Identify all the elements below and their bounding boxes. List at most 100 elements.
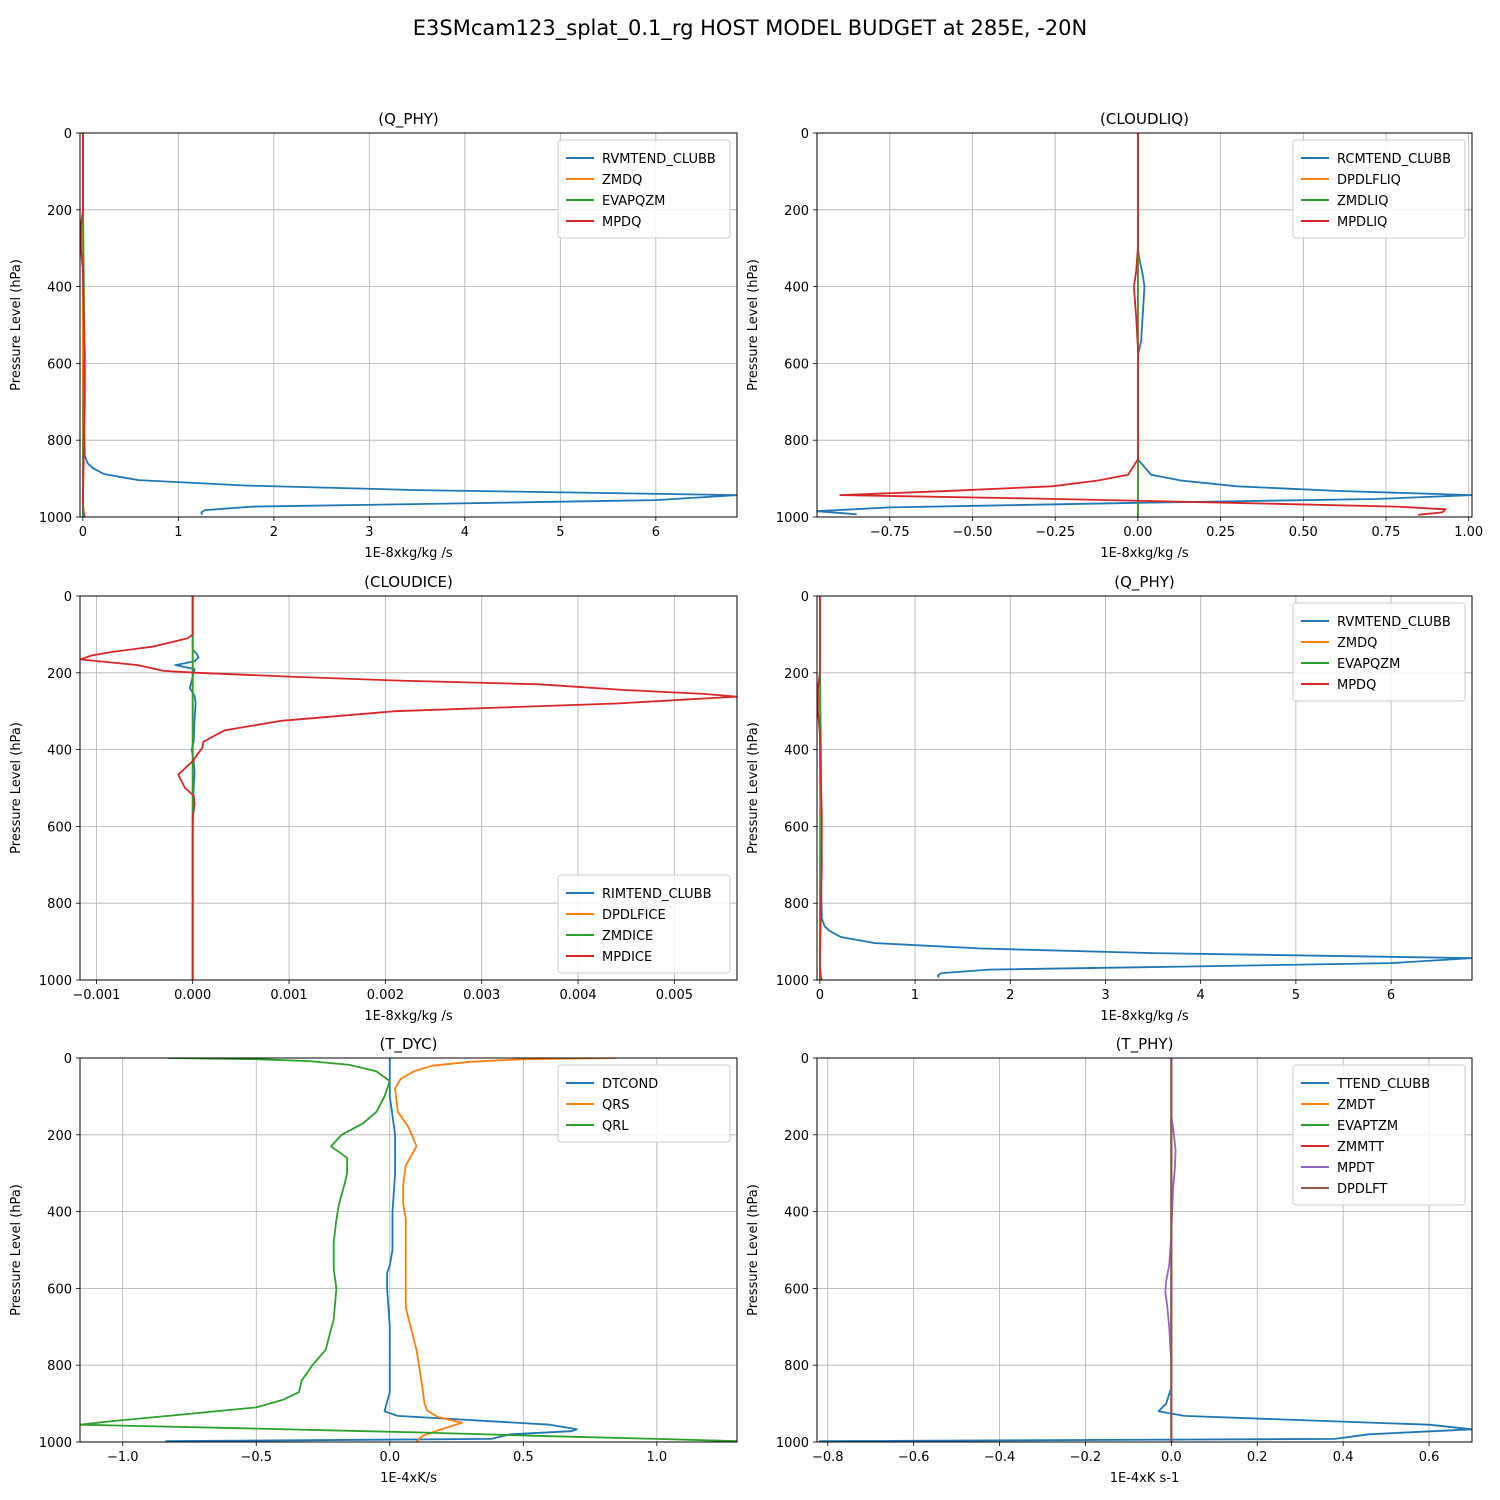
x-tick-label: 0.2	[1247, 1450, 1268, 1465]
x-tick-label: 3	[365, 525, 373, 540]
legend-box	[1292, 1064, 1466, 1206]
subplot-title: (T_DYC)	[380, 1035, 438, 1054]
y-tick-label: 600	[47, 1282, 72, 1297]
x-tick-label: 4	[461, 525, 469, 540]
x-tick-label: 0.6	[1419, 1450, 1440, 1465]
axes-frame	[816, 595, 1473, 981]
x-tick-label: 1	[911, 988, 919, 1003]
subplot-title: (CLOUDLIQ)	[1100, 110, 1189, 128]
x-tick-label: 0.00	[1123, 525, 1152, 540]
series-group	[819, 1058, 1472, 1442]
x-tick-label: 0.000	[174, 988, 211, 1003]
x-tick-label: 0.0	[379, 1450, 400, 1465]
series-group	[817, 596, 1472, 980]
x-tick-label: −0.6	[898, 1450, 930, 1465]
legend-entry: TTEND_CLUBB	[1336, 1077, 1430, 1092]
x-tick-label: −0.8	[812, 1450, 844, 1465]
series-line-mpdliq	[839, 133, 1447, 516]
y-tick-label: 200	[784, 667, 809, 682]
x-tick-label: 0.0	[1161, 1450, 1182, 1465]
y-tick-label: 800	[47, 897, 72, 912]
subplot-2: −0.75 −0.50 −0.25 0.00 0.25 0.50 0.75 1.00 0 200 4…	[746, 110, 1483, 561]
legend-box	[557, 874, 731, 974]
y-tick-label: 0	[801, 590, 809, 605]
y-tick-label: 600	[784, 357, 809, 372]
y-axis-label: Pressure Level (hPa)	[9, 722, 24, 854]
y-tick-label: 600	[47, 357, 72, 372]
legend-entry: MPDQ	[602, 215, 641, 230]
x-tick-label: 0.25	[1206, 525, 1235, 540]
x-axis-label: 1E-8xkg/kg /s	[1100, 1009, 1189, 1024]
x-tick-label: 0.75	[1372, 525, 1401, 540]
y-tick-label: 400	[784, 281, 809, 296]
y-axis-label: Pressure Level (hPa)	[746, 259, 761, 391]
y-tick-label: 200	[784, 204, 809, 219]
series-line-dtcond	[165, 1058, 578, 1442]
y-tick-label: 600	[784, 820, 809, 835]
y-axis-label: Pressure Level (hPa)	[746, 722, 761, 854]
x-axis-label: 1E-4xK s-1	[1110, 1471, 1180, 1486]
legend-entry: MPDICE	[602, 950, 652, 965]
x-tick-label: 0	[79, 525, 87, 540]
series-line-rimtend_clubb	[174, 596, 200, 980]
legend-entry: DPDLFLIQ	[1337, 173, 1401, 188]
series-group	[80, 133, 737, 517]
y-tick-label: 600	[784, 1282, 809, 1297]
x-axis-label: 1E-8xkg/kg /s	[364, 1009, 453, 1024]
x-tick-label: −1.0	[107, 1450, 139, 1465]
x-tick-label: −0.50	[953, 525, 993, 540]
y-tick-label: 400	[784, 744, 809, 759]
subplot-title: (T_PHY)	[1116, 1035, 1174, 1054]
subplot-title: (Q_PHY)	[1114, 573, 1175, 592]
x-tick-label: 0.004	[559, 988, 596, 1003]
subplot-1: 0 1 2 3 4 5 6 0 200 400 600 800 1000 (Q_PHY) 1E-8xkg/k…	[9, 110, 738, 561]
subplot-title: (Q_PHY)	[378, 110, 439, 129]
axes-frame	[79, 1057, 738, 1443]
legend-entry: MPDQ	[1337, 678, 1376, 693]
axes-frame	[79, 595, 738, 981]
y-tick-label: 400	[784, 1206, 809, 1221]
y-tick-label: 0	[801, 127, 809, 142]
y-tick-label: 800	[47, 434, 72, 449]
legend-entry: ZMMTT	[1337, 1140, 1384, 1155]
y-tick-label: 0	[64, 1052, 72, 1067]
x-tick-label: −0.5	[240, 1450, 272, 1465]
x-tick-label: 0	[816, 988, 824, 1003]
y-tick-label: 0	[64, 590, 72, 605]
x-tick-label: 0.003	[463, 988, 500, 1003]
x-tick-label: −0.001	[72, 988, 120, 1003]
x-tick-label: 1	[174, 525, 182, 540]
x-tick-label: 0.5	[513, 1450, 534, 1465]
y-tick-label: 1000	[776, 974, 809, 989]
series-line-qrl	[80, 1058, 737, 1442]
legend: RCMTEND_CLUBB DPDLFLIQ ZMDLIQ MPDLIQ	[1292, 139, 1466, 239]
subplot-title: (CLOUDICE)	[364, 573, 453, 591]
x-tick-label: −0.2	[1070, 1450, 1102, 1465]
legend-entry: RIMTEND_CLUBB	[602, 887, 712, 902]
y-axis-label: Pressure Level (hPa)	[9, 259, 24, 391]
axes-frame	[816, 132, 1473, 518]
legend-entry: MPDT	[1337, 1161, 1374, 1176]
y-tick-label: 400	[47, 744, 72, 759]
subplot-3: −0.001 0.000 0.001 0.002 0.003 0.004 0.005 0 200…	[9, 573, 738, 1024]
x-axis-label: 1E-4xK/s	[380, 1471, 437, 1486]
x-tick-label: 0.005	[656, 988, 693, 1003]
legend: TTEND_CLUBB ZMDT EVAPTZM ZMMTT MPDT DPDLFT	[1292, 1064, 1466, 1206]
x-axis-label: 1E-8xkg/kg /s	[364, 546, 453, 561]
x-tick-label: 6	[1387, 988, 1395, 1003]
y-tick-label: 800	[784, 434, 809, 449]
x-tick-label: 0.001	[270, 988, 307, 1003]
y-tick-label: 800	[784, 897, 809, 912]
axes-frame	[79, 132, 738, 518]
y-tick-label: 0	[64, 127, 72, 142]
y-tick-label: 400	[47, 281, 72, 296]
legend-entry: RVMTEND_CLUBB	[1337, 615, 1451, 630]
y-tick-label: 200	[47, 667, 72, 682]
subplot-5: −1.0 −0.5 0.0 0.5 1.0 0 200 400 600 800 1000 (T_DYC…	[9, 1035, 738, 1486]
subplot-4: 0 1 2 3 4 5 6 0 200 400 600 800 1000 (Q_PHY) 1E-8xkg/k…	[746, 573, 1473, 1024]
y-tick-label: 800	[784, 1359, 809, 1374]
x-tick-label: 5	[556, 525, 564, 540]
legend-entry: EVAPQZM	[1337, 657, 1400, 672]
legend-entry: EVAPQZM	[602, 194, 665, 209]
